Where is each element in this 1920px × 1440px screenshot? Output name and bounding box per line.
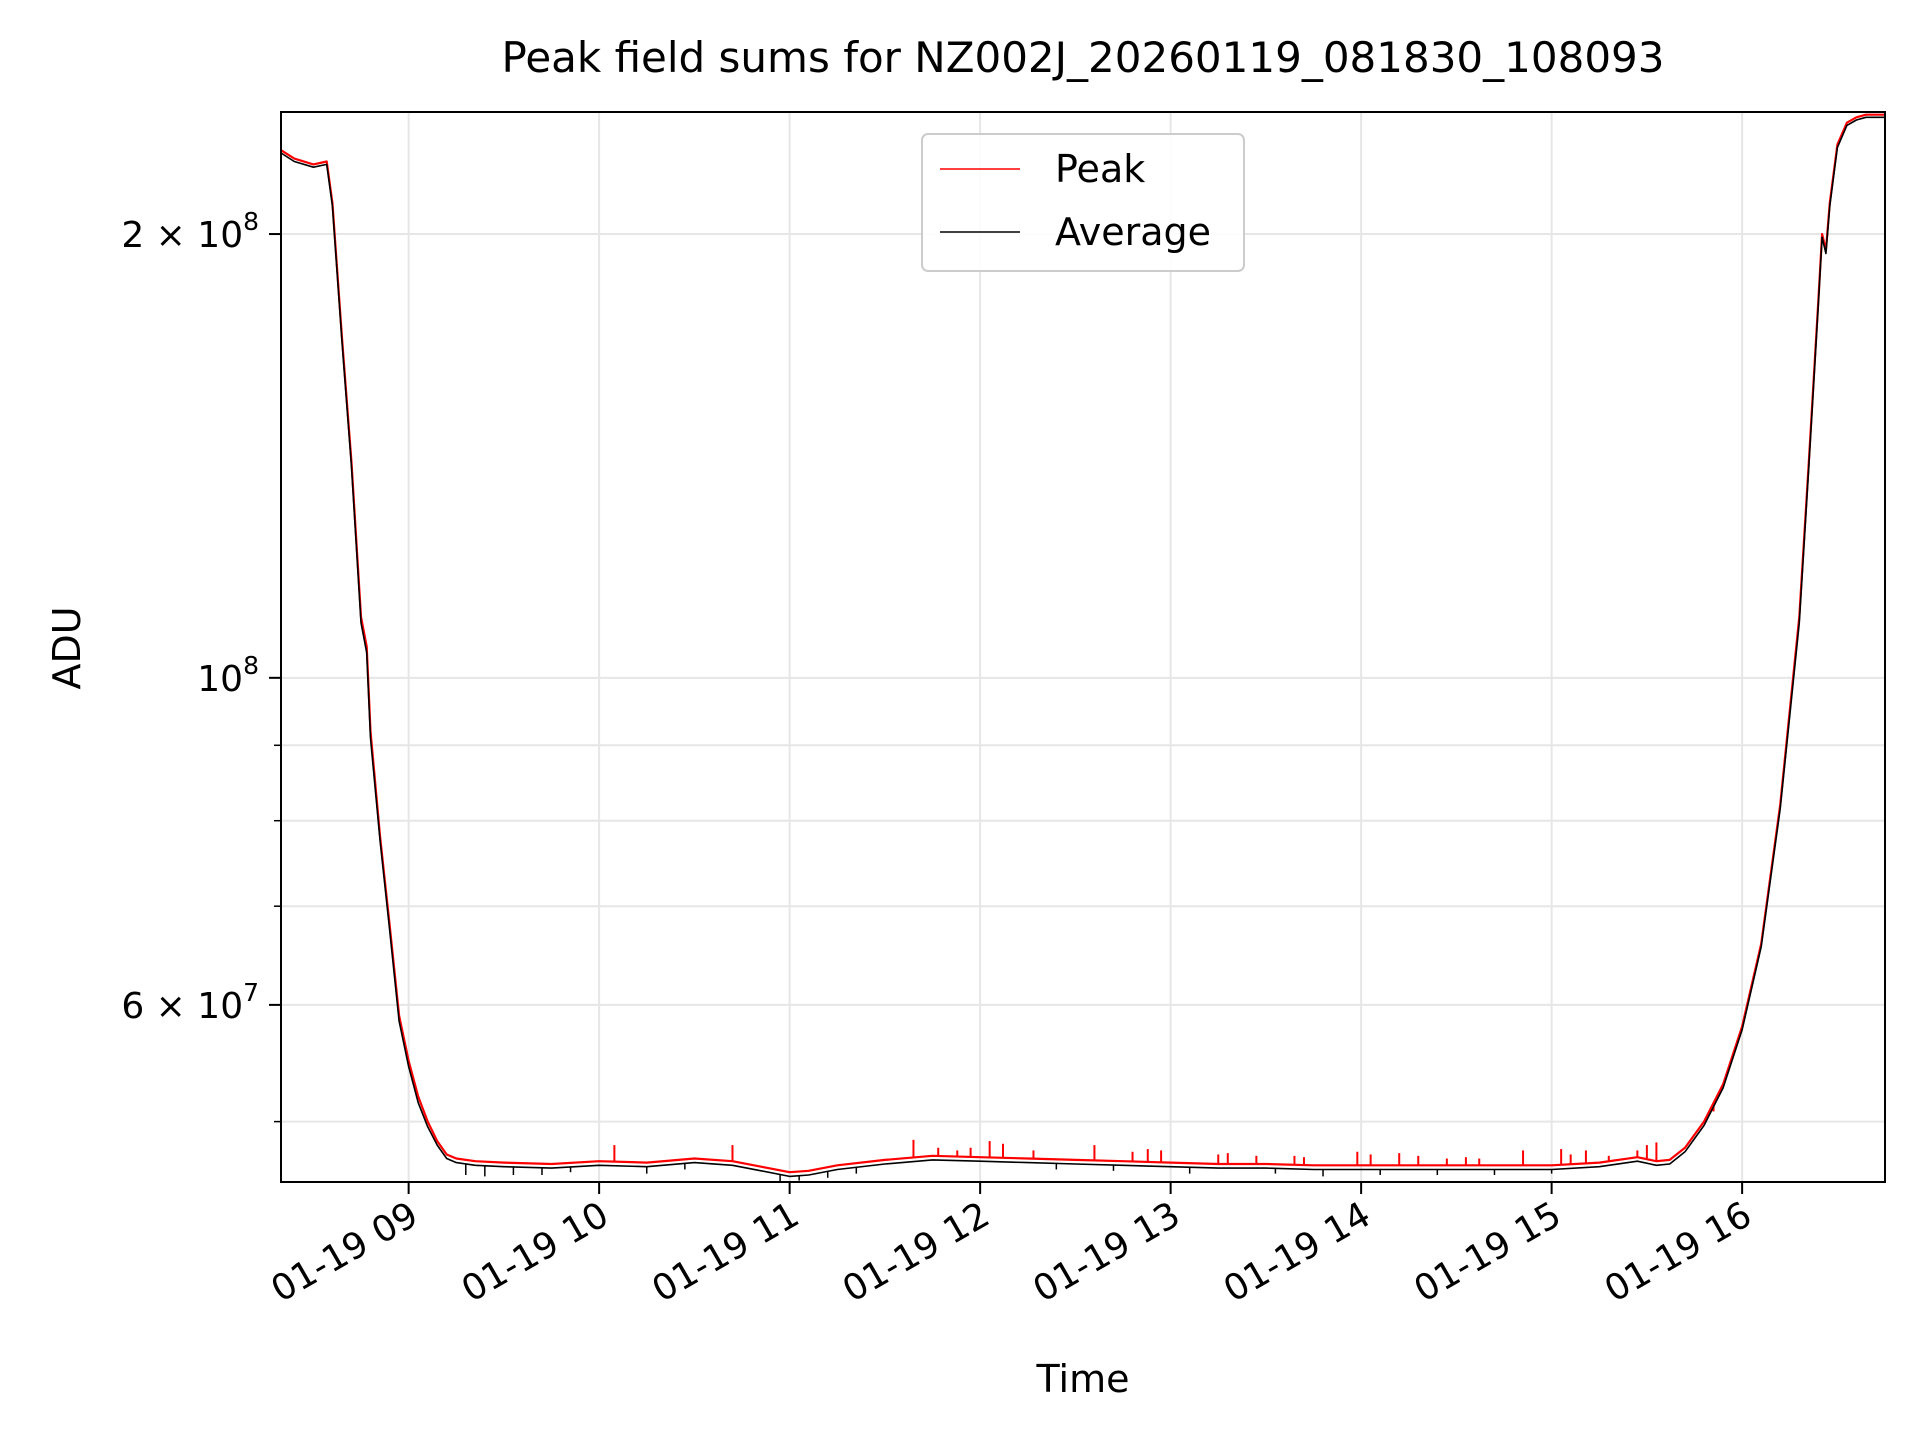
series-lines <box>280 113 1885 1178</box>
legend-average-label: Average <box>1055 210 1211 254</box>
y-axis-ticks: 2 × 108 108 6 × 107 <box>121 207 281 1123</box>
legend-peak-label: Peak <box>1055 147 1145 191</box>
y-tick-label: 108 <box>197 651 259 700</box>
y-axis-label: ADU <box>45 606 89 689</box>
y-tick-label: 6 × 107 <box>121 978 259 1027</box>
grid-lines <box>281 112 1885 1182</box>
series-line-average <box>280 116 1885 1178</box>
x-axis-label: Time <box>1036 1357 1130 1401</box>
y-tick-label: 2 × 108 <box>121 207 259 256</box>
average-dips <box>465 1163 1553 1182</box>
legend: Peak Average <box>921 133 1245 272</box>
peak-spikes <box>613 1102 1715 1166</box>
chart-title: Peak field sums for NZ002J_20260119_0818… <box>502 33 1665 82</box>
plot-frame <box>280 111 1886 1183</box>
